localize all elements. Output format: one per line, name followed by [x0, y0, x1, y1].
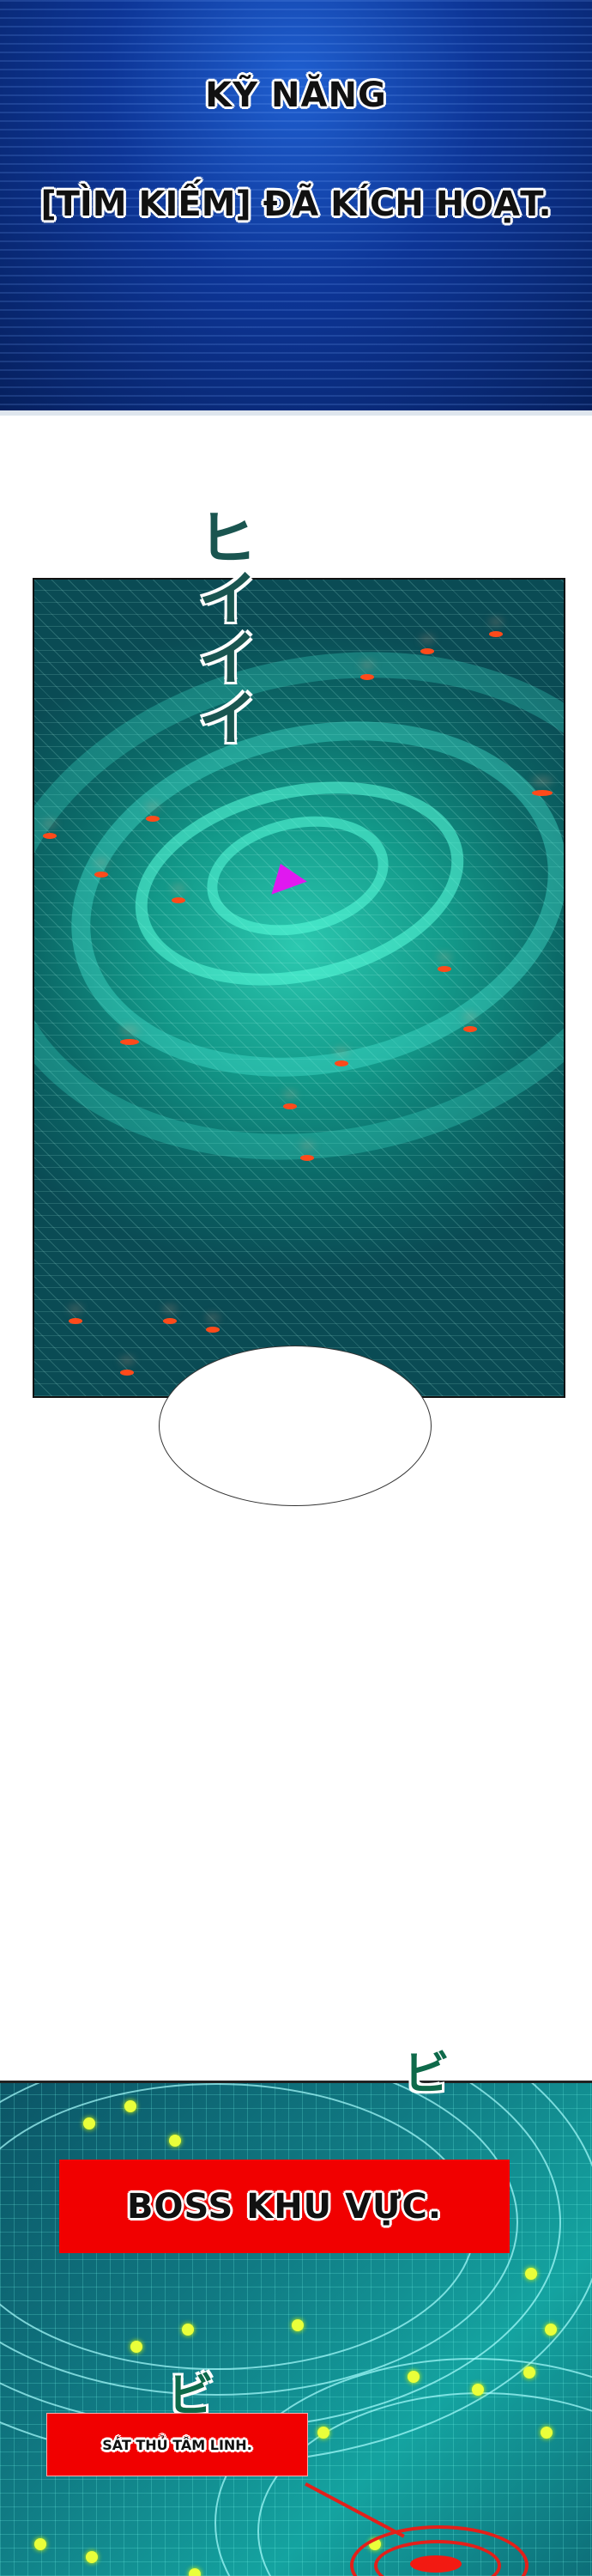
marker-dot — [523, 2366, 535, 2379]
sound-effect-text: ビ — [403, 2046, 450, 2100]
marker-dot — [169, 2135, 181, 2147]
speech-bubble — [159, 1346, 432, 1506]
marker-dot — [86, 2551, 98, 2563]
enemy-dot — [300, 1155, 314, 1161]
boss-name-box: SÁT THỦ TÂM LINH. — [46, 2413, 308, 2476]
marker-dot — [34, 2538, 46, 2550]
enemy-dot — [172, 897, 185, 903]
enemy-dot — [532, 790, 553, 796]
marker-dot — [541, 2427, 553, 2439]
sound-effect-text: ヒイイイ — [188, 507, 258, 747]
radar-scan-panel — [33, 578, 565, 1398]
enemy-dot — [120, 1370, 134, 1376]
marker-dot — [525, 2268, 537, 2280]
enemy-dot — [120, 1039, 139, 1045]
marker-dot — [545, 2324, 557, 2336]
enemy-dot — [283, 1103, 297, 1109]
marker-dot — [182, 2324, 194, 2336]
marker-dot — [292, 2319, 304, 2331]
marker-dot — [472, 2384, 484, 2396]
enemy-dot — [335, 1060, 348, 1066]
enemy-dot — [69, 1318, 82, 1324]
boss-label-box: BOSS KHU VỰC. — [59, 2160, 510, 2253]
enemy-dot — [463, 1026, 477, 1032]
enemy-dot — [360, 674, 374, 680]
enemy-dot — [94, 872, 108, 878]
enemy-dot — [163, 1318, 177, 1324]
marker-dot — [189, 2568, 201, 2576]
enemy-dot — [43, 833, 57, 839]
boss-label: BOSS KHU VỰC. — [126, 2186, 443, 2227]
enemy-dot — [489, 631, 503, 637]
skill-activation-panel: KỸ NĂNG [TÌM KIẾM] ĐÃ KÍCH HOẠT. — [0, 0, 592, 416]
enemy-dot — [146, 816, 160, 822]
marker-dot — [130, 2341, 142, 2353]
marker-dot — [317, 2427, 329, 2439]
skill-activated-text: [TÌM KIẾM] ĐÃ KÍCH HOẠT. — [40, 185, 552, 224]
boss-name: SÁT THỦ TÂM LINH. — [102, 2436, 252, 2453]
marker-dot — [124, 2100, 136, 2112]
enemy-dot — [438, 966, 451, 972]
boss-map-panel — [0, 2081, 592, 2576]
marker-dot — [408, 2371, 420, 2383]
enemy-dot — [420, 648, 434, 654]
boss-location-marker — [410, 2555, 462, 2573]
skill-title: KỸ NĂNG — [205, 76, 387, 115]
marker-dot — [83, 2117, 95, 2129]
enemy-dot — [206, 1327, 220, 1333]
